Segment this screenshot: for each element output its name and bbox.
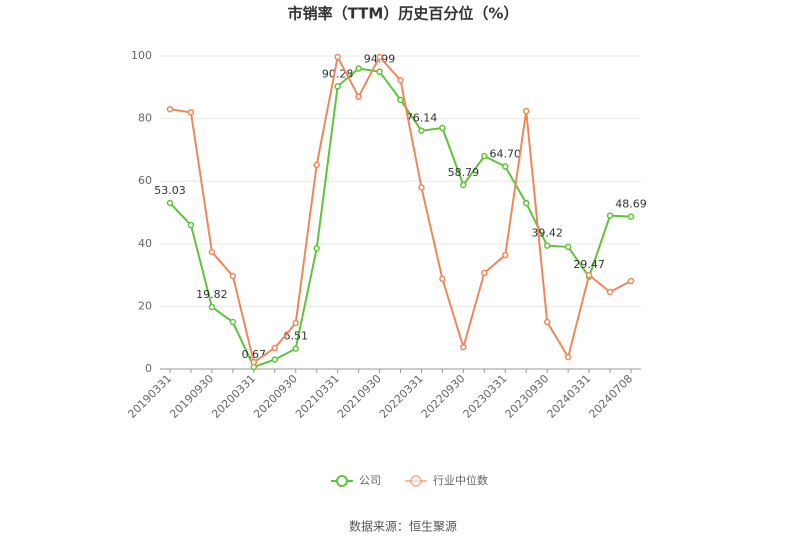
value-label: 58.79 — [448, 166, 480, 179]
point — [627, 277, 635, 285]
point — [439, 124, 446, 132]
point — [229, 272, 237, 280]
legend-marker — [336, 475, 348, 487]
point — [187, 109, 195, 116]
point — [460, 181, 467, 189]
point — [460, 343, 467, 351]
point — [522, 107, 530, 115]
point — [271, 344, 279, 352]
point — [627, 213, 635, 220]
x-tick-label: 20210930 — [335, 372, 384, 421]
point — [166, 199, 174, 207]
value-label: 39.42 — [531, 227, 563, 240]
point — [564, 243, 572, 251]
x-tick-label: 20190930 — [167, 372, 216, 421]
point — [229, 318, 237, 326]
point — [543, 242, 551, 249]
point — [355, 93, 362, 100]
point — [397, 96, 404, 104]
y-tick-label: 80 — [138, 112, 152, 125]
series-line — [169, 67, 632, 369]
value-label: 53.03 — [154, 184, 186, 197]
point — [208, 248, 216, 256]
point — [313, 161, 320, 169]
point — [208, 303, 216, 311]
x-tick-label: 20230331 — [461, 372, 510, 421]
point — [355, 65, 362, 72]
y-tick-label: 0 — [145, 362, 152, 375]
x-tick-label: 20240331 — [545, 372, 594, 421]
point — [439, 275, 446, 283]
point — [292, 345, 299, 352]
value-label: 6.51 — [283, 330, 308, 343]
legend-marker — [410, 475, 422, 487]
value-label: 29.47 — [573, 258, 605, 271]
x-tick-label: 20220930 — [419, 372, 468, 421]
chart-title: 市销率（TTM）历史百分位（%） — [288, 5, 519, 23]
point — [376, 68, 383, 75]
x-tick-label: 20240708 — [586, 372, 635, 421]
point — [187, 221, 195, 229]
x-tick-label: 20200331 — [209, 372, 258, 421]
point — [543, 318, 551, 326]
point — [397, 76, 404, 84]
y-tick-label: 100 — [131, 49, 152, 62]
point — [418, 127, 425, 134]
x-tick-label: 20200930 — [251, 372, 300, 421]
y-tick-label: 40 — [138, 237, 152, 250]
point — [250, 358, 258, 366]
value-label: 48.69 — [615, 198, 647, 211]
point — [292, 319, 299, 327]
point — [313, 245, 320, 252]
point — [585, 271, 593, 279]
point — [334, 83, 341, 90]
x-tick-label: 20220331 — [377, 372, 426, 421]
point — [502, 251, 509, 259]
point — [606, 212, 614, 219]
point — [606, 288, 614, 296]
point — [418, 184, 425, 191]
x-tick-label: 20190331 — [125, 372, 174, 421]
point — [166, 105, 174, 113]
point — [502, 163, 509, 170]
point — [564, 353, 572, 361]
y-tick-label: 60 — [138, 174, 152, 187]
point — [522, 199, 530, 207]
point — [481, 152, 488, 160]
point — [481, 269, 488, 277]
point — [376, 53, 383, 61]
legend-label: 行业中位数 — [433, 473, 488, 487]
point — [334, 53, 341, 61]
x-tick-label: 20230930 — [503, 372, 552, 421]
y-tick-label: 20 — [138, 299, 152, 312]
value-label: 64.70 — [490, 147, 522, 160]
value-label: 76.14 — [406, 112, 438, 125]
value-label: 19.82 — [196, 288, 228, 301]
x-tick-label: 20210331 — [293, 372, 342, 421]
legend-label: 公司 — [359, 474, 381, 487]
source: 数据来源：恒生聚源 — [349, 519, 457, 534]
point — [271, 356, 279, 363]
